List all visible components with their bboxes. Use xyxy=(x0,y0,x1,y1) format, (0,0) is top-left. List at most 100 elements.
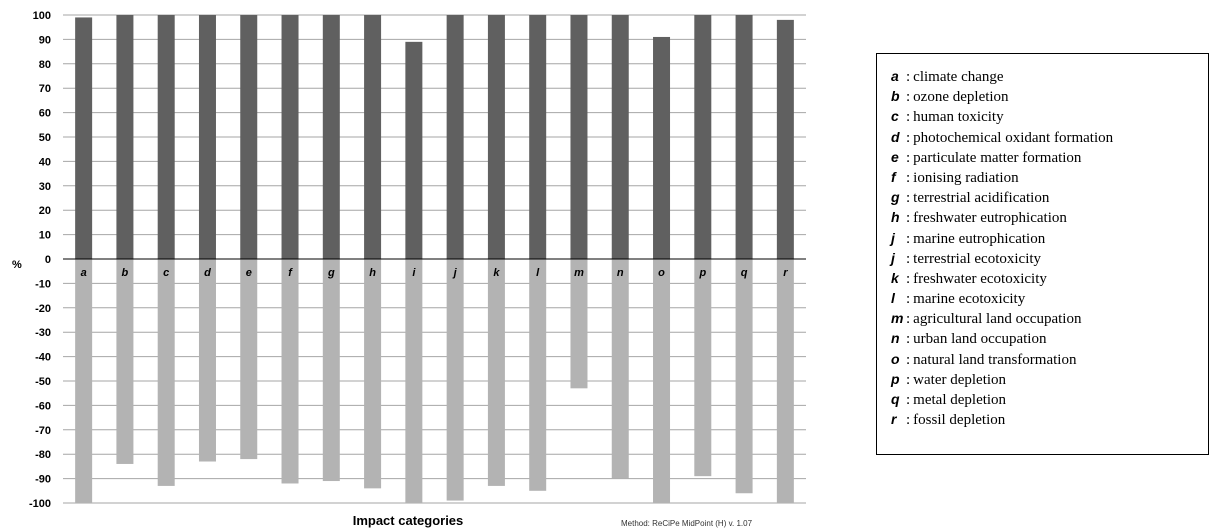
legend-key: n xyxy=(891,330,900,347)
bar-positive-l-11 xyxy=(529,15,547,259)
legend-key: h xyxy=(891,209,900,226)
legend-separator: : xyxy=(906,392,911,408)
legend-separator: : xyxy=(906,190,911,207)
category-label-g: g xyxy=(327,267,335,279)
y-tick-label: 60 xyxy=(39,108,51,120)
legend-key: p xyxy=(891,370,900,387)
legend-label: human toxicity xyxy=(913,109,1004,126)
category-label-b: b xyxy=(122,267,129,279)
legend-item-a: a: climate change xyxy=(891,66,1208,86)
category-label-d: d xyxy=(204,267,211,279)
y-tick-label: -80 xyxy=(35,449,51,461)
legend-label: climate change xyxy=(913,69,1004,85)
y-tick-label: -100 xyxy=(29,498,51,510)
legend-separator: : xyxy=(906,89,911,106)
y-tick-label: -40 xyxy=(35,352,51,364)
legend-separator: : xyxy=(906,412,911,429)
bar-positive-p-15 xyxy=(694,15,712,259)
legend-key: d xyxy=(891,128,900,145)
legend-key: a xyxy=(891,68,899,84)
legend-item-k: k: freshwater ecotoxicity xyxy=(891,268,1208,288)
category-label-h: h xyxy=(369,267,376,279)
legend-separator: : xyxy=(906,270,911,287)
bar-positive-o-14 xyxy=(653,36,671,260)
legend-list: a: climate change b: ozone depletion c: human… xyxy=(891,66,1208,429)
bar-positive-f-5 xyxy=(281,15,299,259)
bar-negative-g-6 xyxy=(322,259,340,482)
bar-negative-e-4 xyxy=(240,259,258,460)
y-tick-label: 30 xyxy=(39,181,51,193)
legend-item-q: q: metal depletion xyxy=(891,389,1208,409)
category-label-j: j xyxy=(452,267,458,279)
legend-key: o xyxy=(891,350,900,367)
legend-key: l xyxy=(891,290,895,307)
bar-positive-q-16 xyxy=(735,15,753,259)
y-tick-label: 50 xyxy=(39,132,51,144)
legend-key: b xyxy=(891,88,900,105)
legend-label: metal depletion xyxy=(913,392,1007,408)
legend: a: climate change b: ozone depletion c: human… xyxy=(876,53,1209,455)
bar-negative-m-12 xyxy=(570,259,588,389)
legend-item-r: r: fossil depletion xyxy=(891,409,1208,429)
legend-item-e: e: particulate matter formation xyxy=(891,147,1208,167)
bar-negative-o-14 xyxy=(653,259,671,503)
category-label-e: e xyxy=(246,267,252,279)
y-tick-label: 40 xyxy=(39,156,51,168)
y-tick-label: -20 xyxy=(35,303,51,315)
category-label-q: q xyxy=(741,267,748,279)
legend-key: f xyxy=(891,168,896,185)
legend-label: ionising radiation xyxy=(913,169,1019,186)
bar-positive-j-9 xyxy=(446,15,464,259)
legend-item-b: b: ozone depletion xyxy=(891,86,1208,106)
category-label-m: m xyxy=(574,267,584,279)
legend-label: freshwater eutrophication xyxy=(913,210,1067,227)
y-tick-label: 10 xyxy=(39,230,51,242)
y-tick-label: -30 xyxy=(35,327,51,339)
legend-label: terrestrial acidification xyxy=(913,190,1050,207)
legend-label: ozone depletion xyxy=(913,89,1009,106)
legend-separator: : xyxy=(906,230,911,247)
legend-label: agricultural land occupation xyxy=(913,311,1082,328)
legend-separator: : xyxy=(906,149,911,166)
y-tick-label: -90 xyxy=(35,474,51,486)
legend-item-j: j: marine eutrophication xyxy=(891,228,1208,248)
bar-positive-i-8 xyxy=(405,41,423,260)
category-label-i: i xyxy=(412,267,416,279)
legend-label: photochemical oxidant formation xyxy=(913,129,1114,146)
bar-positive-k-10 xyxy=(487,15,505,259)
legend-key: c xyxy=(891,108,899,125)
legend-label: marine eutrophication xyxy=(913,230,1046,247)
bar-negative-r-17 xyxy=(776,259,794,503)
bar-negative-d-3 xyxy=(198,259,216,462)
bar-negative-b-1 xyxy=(116,259,134,464)
category-label-n: n xyxy=(617,267,624,279)
legend-separator: : xyxy=(906,69,911,85)
legend-item-f: f: ionising radiation xyxy=(891,167,1208,187)
legend-separator: : xyxy=(906,371,911,388)
legend-label: terrestrial ecotoxicity xyxy=(913,250,1042,267)
bar-negative-p-15 xyxy=(694,259,712,477)
y-tick-labels: 1009080706050403020100-10-20-30-40-50-60… xyxy=(29,10,51,510)
bar-negative-i-8 xyxy=(405,259,423,503)
bar-positive-g-6 xyxy=(322,15,340,259)
legend-item-m: m: agricultural land occupation xyxy=(891,308,1208,328)
y-tick-label: 70 xyxy=(39,83,51,95)
category-label-f: f xyxy=(288,267,293,279)
legend-separator: : xyxy=(906,129,911,146)
legend-label: natural land transformation xyxy=(913,351,1077,368)
legend-key: m xyxy=(891,310,904,327)
legend-label: fossil depletion xyxy=(913,412,1006,429)
bar-positive-m-12 xyxy=(570,15,588,259)
bar-positive-e-4 xyxy=(240,15,258,259)
legend-item-g: g: terrestrial acidification xyxy=(891,187,1208,207)
bar-positive-n-13 xyxy=(611,15,629,259)
bar-negative-l-11 xyxy=(529,259,547,491)
y-tick-label: 0 xyxy=(45,254,51,266)
legend-label: marine ecotoxicity xyxy=(913,291,1026,308)
y-axis-label: % xyxy=(12,259,22,271)
legend-separator: : xyxy=(906,291,911,308)
legend-item-n: n: urban land occupation xyxy=(891,328,1208,348)
y-tick-label: 80 xyxy=(39,59,51,71)
grid-lines xyxy=(63,14,806,504)
y-tick-label: -70 xyxy=(35,425,51,437)
